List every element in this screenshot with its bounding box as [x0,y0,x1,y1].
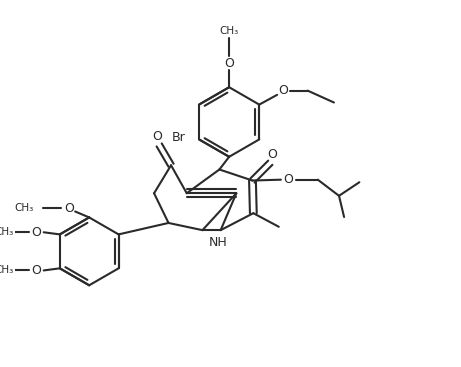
Text: O: O [152,130,162,143]
Text: O: O [31,264,41,277]
Text: O: O [31,226,41,239]
Text: CH₃: CH₃ [219,26,239,36]
Text: O: O [283,173,293,186]
Text: NH: NH [209,236,228,248]
Text: O: O [64,201,74,215]
Text: O: O [224,57,234,70]
Text: O: O [278,84,288,97]
Text: CH₃: CH₃ [15,203,34,213]
Text: CH₃: CH₃ [0,265,13,276]
Text: O: O [267,148,278,161]
Text: CH₃: CH₃ [0,227,13,237]
Text: Br: Br [171,131,185,144]
